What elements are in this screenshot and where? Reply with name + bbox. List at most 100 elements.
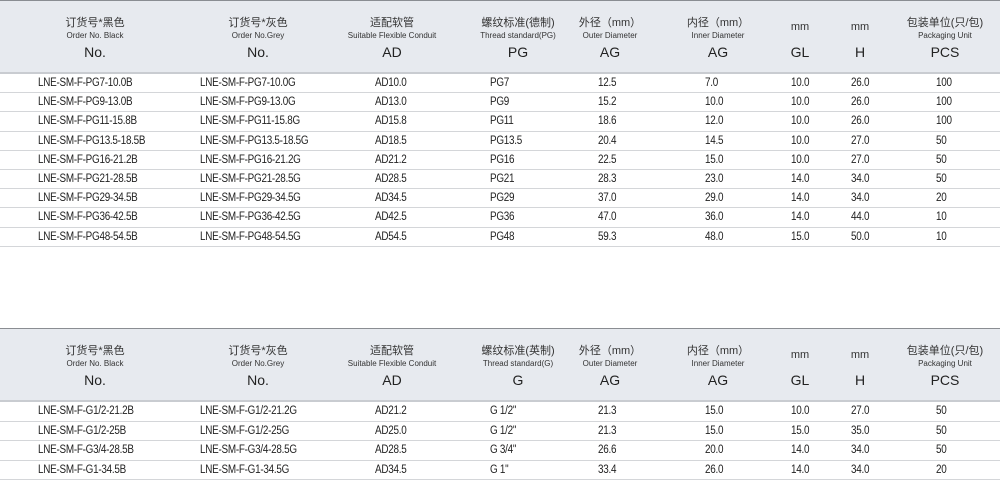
header-sym-label: PCS	[930, 44, 960, 60]
cell-inner-diameter: 7.0	[705, 77, 718, 89]
header-inner-diameter: 内径（mm） Inner Diameter AG	[648, 329, 788, 399]
header-en-label: Order No.Grey	[231, 359, 285, 368]
cell-h: 34.0	[851, 192, 870, 205]
cell-conduit-ad: AD54.5	[375, 230, 407, 243]
header-thread: 螺纹标准(英制) Thread standard(G) G	[448, 329, 588, 399]
header-sym-label: AG	[707, 44, 729, 60]
cell-inner-diameter: 15.0	[705, 405, 724, 417]
cell-inner-diameter: 29.0	[705, 192, 724, 205]
cell-inner-diameter: 26.0	[705, 463, 724, 476]
cell-order-no-black: LNE-SM-F-G1/2-21.2B	[38, 405, 134, 417]
header-sym-label: No.	[84, 44, 106, 60]
cell-order-no-grey: LNE-SM-F-G1-34.5G	[200, 463, 290, 476]
cell-pcs: 50	[936, 134, 947, 147]
header-conduit-ad: 适配软管 Suitable Flexible Conduit AD	[322, 329, 462, 399]
cell-order-no-grey: LNE-SM-F-PG29-34.5G	[200, 192, 301, 205]
cell-order-no-grey: LNE-SM-F-PG21-28.5G	[200, 172, 301, 185]
cell-thread: PG48	[490, 230, 515, 243]
cell-order-no-grey: LNE-SM-F-PG11-15.8G	[200, 115, 300, 128]
header-sym-label: AD	[382, 44, 402, 60]
header-order-no-grey: 订货号*灰色 Order No.Grey No.	[188, 329, 328, 399]
cell-thread: PG13.5	[490, 134, 522, 147]
cell-inner-diameter: 12.0	[705, 115, 724, 128]
header-sym-label: AD	[382, 372, 402, 388]
cell-pcs: 50	[936, 405, 947, 417]
header-en-label: Thread standard(PG)	[480, 31, 556, 40]
cell-pcs: 10	[936, 230, 947, 243]
cell-order-no-black: LNE-SM-F-PG29-34.5B	[38, 192, 138, 205]
cell-gl: 10.0	[791, 115, 810, 128]
header-h: mm H	[790, 329, 930, 399]
header-pcs: 包装单位(只/包) Packaging Unit PCS	[875, 329, 1000, 399]
header-sym-label: PG	[507, 44, 529, 60]
cell-pcs: 10	[936, 211, 947, 224]
cell-outer-diameter: 59.3	[598, 230, 617, 243]
cell-gl: 14.0	[791, 463, 810, 476]
cell-order-no-black: LNE-SM-F-PG13.5-18.5B	[38, 134, 146, 147]
table-row: LNE-SM-F-G1/2-21.2B LNE-SM-F-G1/2-21.2G AD…	[0, 402, 1000, 422]
cell-inner-diameter: 36.0	[705, 211, 724, 224]
cell-gl: 10.0	[791, 134, 810, 147]
cell-pcs: 100	[936, 115, 952, 128]
header-zh-label: 内径（mm）	[686, 345, 750, 357]
cell-conduit-ad: AD34.5	[375, 463, 407, 476]
header-sym-label: AG	[599, 372, 621, 388]
cell-order-no-black: LNE-SM-F-G1/2-25B	[38, 424, 126, 437]
cell-order-no-black: LNE-SM-F-G3/4-28.5B	[38, 444, 134, 457]
cell-outer-diameter: 28.3	[598, 172, 617, 185]
header-zh-label: mm	[790, 349, 810, 361]
cell-order-no-grey: LNE-SM-F-PG16-21.2G	[200, 153, 301, 166]
cell-pcs: 50	[936, 444, 947, 457]
cell-order-no-grey: LNE-SM-F-PG36-42.5G	[200, 211, 301, 224]
header-zh-label: 订货号*黑色	[65, 345, 125, 357]
cell-conduit-ad: AD15.8	[375, 115, 407, 128]
cell-outer-diameter: 33.4	[598, 463, 617, 476]
cell-conduit-ad: AD34.5	[375, 192, 407, 205]
cell-order-no-black: LNE-SM-F-G1-34.5B	[38, 463, 126, 476]
header-sym-label: AG	[707, 372, 729, 388]
table-body: LNE-SM-F-PG7-10.0B LNE-SM-F-PG7-10.0G AD10…	[0, 74, 1000, 247]
header-conduit-ad: 适配软管 Suitable Flexible Conduit AD	[322, 1, 462, 71]
cell-gl: 14.0	[791, 444, 810, 457]
header-zh-label: mm	[790, 21, 810, 33]
cell-outer-diameter: 15.2	[598, 96, 617, 109]
cell-pcs: 20	[936, 192, 947, 205]
header-pcs: 包装单位(只/包) Packaging Unit PCS	[875, 1, 1000, 71]
cell-order-no-grey: LNE-SM-F-PG48-54.5G	[200, 230, 301, 243]
cell-pcs: 50	[936, 424, 947, 437]
cell-pcs: 100	[936, 77, 952, 89]
header-sym-label: PCS	[930, 372, 960, 388]
header-en-label: Suitable Flexible Conduit	[347, 31, 437, 40]
table-row: LNE-SM-F-PG21-28.5B LNE-SM-F-PG21-28.5G AD…	[0, 170, 1000, 190]
header-zh-label: mm	[850, 21, 870, 33]
cell-gl: 14.0	[791, 192, 810, 205]
header-en-label: Order No.Grey	[231, 31, 285, 40]
header-thread: 螺纹标准(德制) Thread standard(PG) PG	[448, 1, 588, 71]
cell-outer-diameter: 21.3	[598, 424, 617, 437]
header-sym-label: G	[512, 372, 524, 388]
header-zh-label: 内径（mm）	[686, 17, 750, 29]
table-body: LNE-SM-F-G1/2-21.2B LNE-SM-F-G1/2-21.2G AD…	[0, 402, 1000, 481]
table-row: LNE-SM-F-PG36-42.5B LNE-SM-F-PG36-42.5G AD…	[0, 208, 1000, 228]
header-zh-label: 螺纹标准(英制)	[481, 345, 555, 357]
cell-conduit-ad: AD21.2	[375, 153, 407, 166]
cell-order-no-black: LNE-SM-F-PG36-42.5B	[38, 211, 138, 224]
header-en-label: Packaging Unit	[918, 359, 972, 368]
header-zh-label: 适配软管	[370, 17, 414, 29]
cell-thread: PG29	[490, 192, 515, 205]
cell-gl: 10.0	[791, 153, 810, 166]
header-sym-label: AG	[599, 44, 621, 60]
header-zh-label: 适配软管	[370, 345, 414, 357]
table-row: LNE-SM-F-PG11-15.8B LNE-SM-F-PG11-15.8G AD…	[0, 112, 1000, 132]
header-zh-label: mm	[850, 349, 870, 361]
cell-inner-diameter: 20.0	[705, 444, 724, 457]
header-zh-label: 订货号*灰色	[228, 17, 288, 29]
header-zh-label: 包装单位(只/包)	[906, 345, 984, 357]
cell-order-no-grey: LNE-SM-F-G1/2-21.2G	[200, 405, 297, 417]
cell-h: 26.0	[851, 115, 870, 128]
cell-conduit-ad: AD25.0	[375, 424, 407, 437]
header-en-label: Outer Diameter	[582, 31, 638, 40]
cell-thread: PG21	[490, 172, 515, 185]
header-en-label: Outer Diameter	[582, 359, 638, 368]
cell-conduit-ad: AD42.5	[375, 211, 407, 224]
